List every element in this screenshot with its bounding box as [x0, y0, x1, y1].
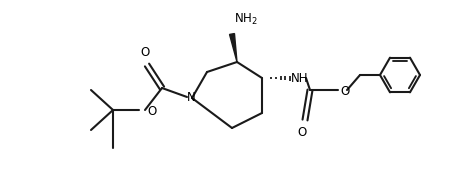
Text: NH$_2$: NH$_2$	[234, 12, 258, 27]
Text: O: O	[147, 105, 156, 117]
Text: O: O	[140, 46, 150, 59]
Text: O: O	[340, 85, 349, 97]
Polygon shape	[230, 33, 237, 62]
Text: NH: NH	[291, 71, 308, 85]
Text: N: N	[186, 90, 195, 103]
Text: O: O	[298, 126, 306, 139]
